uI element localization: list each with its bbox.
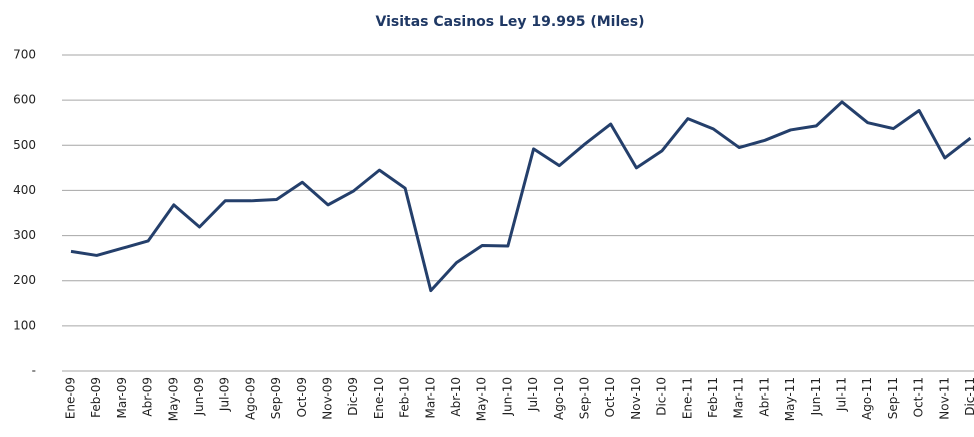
x-tick-label: Feb-10 <box>398 377 412 418</box>
x-tick-label: Dic-09 <box>346 377 360 416</box>
y-tick-label: 200 <box>13 273 36 287</box>
x-tick-label: Jul-09 <box>218 377 232 412</box>
x-tick-label: Abr-11 <box>757 377 771 417</box>
x-tick-label: Dic-10 <box>655 377 669 416</box>
x-tick-label: Dic-11 <box>963 377 974 416</box>
x-tick-label: Ene-09 <box>64 377 78 419</box>
x-tick-label: Nov-09 <box>321 377 335 420</box>
x-tick-label: May-09 <box>166 377 180 421</box>
x-tick-label: Feb-11 <box>706 377 720 418</box>
x-tick-label: Sep-10 <box>578 377 592 419</box>
x-tick-label: Mar-11 <box>732 377 746 418</box>
x-tick-label: Mar-09 <box>115 377 129 418</box>
x-tick-label: Sep-09 <box>269 377 283 419</box>
x-tick-label: Jun-09 <box>192 377 206 416</box>
x-tick-label: Abr-10 <box>449 377 463 417</box>
x-tick-label: Nov-11 <box>937 377 951 420</box>
x-tick-label: Sep-11 <box>886 377 900 419</box>
x-tick-label: Mar-10 <box>423 377 437 418</box>
x-tick-label: Ene-11 <box>680 377 694 419</box>
x-tick-label: Oct-10 <box>603 377 617 417</box>
y-tick-label: 700 <box>13 48 36 62</box>
x-tick-label: May-11 <box>783 377 797 421</box>
x-tick-label: Jun-11 <box>809 377 823 416</box>
x-tick-label: Ago-11 <box>860 377 874 420</box>
y-tick-label: 300 <box>13 228 36 242</box>
x-tick-label: Jul-11 <box>835 377 849 412</box>
x-tick-label: May-10 <box>475 377 489 421</box>
x-tick-label: Feb-09 <box>89 377 103 418</box>
chart-title: Visitas Casinos Ley 19.995 (Miles) <box>376 14 645 30</box>
x-tick-label: Nov-10 <box>629 377 643 420</box>
y-tick-label: - <box>32 364 36 378</box>
x-tick-label: Oct-09 <box>295 377 309 417</box>
x-tick-label: Oct-11 <box>912 377 926 417</box>
y-tick-label: 600 <box>13 93 36 107</box>
line <box>70 100 972 293</box>
x-tick-label: Abr-09 <box>141 377 155 417</box>
y-tick-label: 500 <box>13 138 36 152</box>
y-tick-label: 400 <box>13 183 36 197</box>
x-tick-label: Jul-10 <box>526 377 540 412</box>
x-tick-label: Jun-10 <box>500 377 514 416</box>
y-tick-label: 100 <box>13 318 36 332</box>
x-tick-label: Ene-10 <box>372 377 386 419</box>
x-tick-label: Ago-10 <box>552 377 566 420</box>
x-tick-label: Ago-09 <box>243 377 257 420</box>
